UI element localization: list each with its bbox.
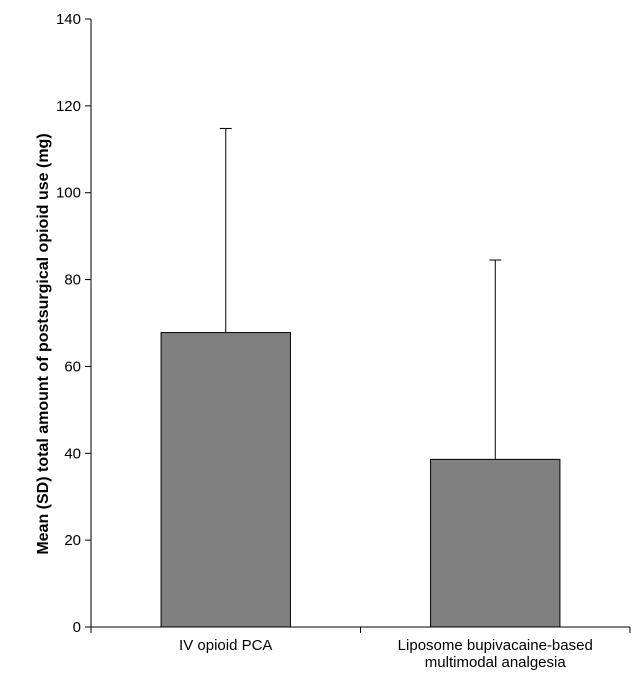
y-tick-label: 60 [64, 358, 81, 375]
category-label: Liposome bupivacaine-based [398, 637, 593, 654]
category-label: IV opioid PCA [179, 637, 272, 654]
category-labels: IV opioid PCA Liposome bupivacaine-basedm… [179, 637, 593, 671]
bar [160, 332, 291, 628]
bar [430, 458, 561, 628]
x-axis [90, 626, 631, 633]
y-tick-label: 20 [64, 532, 81, 549]
y-tick-label: 100 [56, 185, 81, 202]
y-axis-title: Mean (SD) total amount of postsurgical o… [35, 133, 52, 554]
y-tick-label: 140 [56, 11, 81, 28]
category-label: multimodal analgesia [425, 654, 567, 671]
y-tick-label: 80 [64, 272, 81, 289]
bars [160, 127, 561, 628]
y-axis: 0 20 40 60 80 100 120 140 [56, 11, 92, 636]
y-tick-label: 40 [64, 445, 81, 462]
y-tick-label: 120 [56, 98, 81, 115]
y-tick-label: 0 [73, 619, 81, 636]
